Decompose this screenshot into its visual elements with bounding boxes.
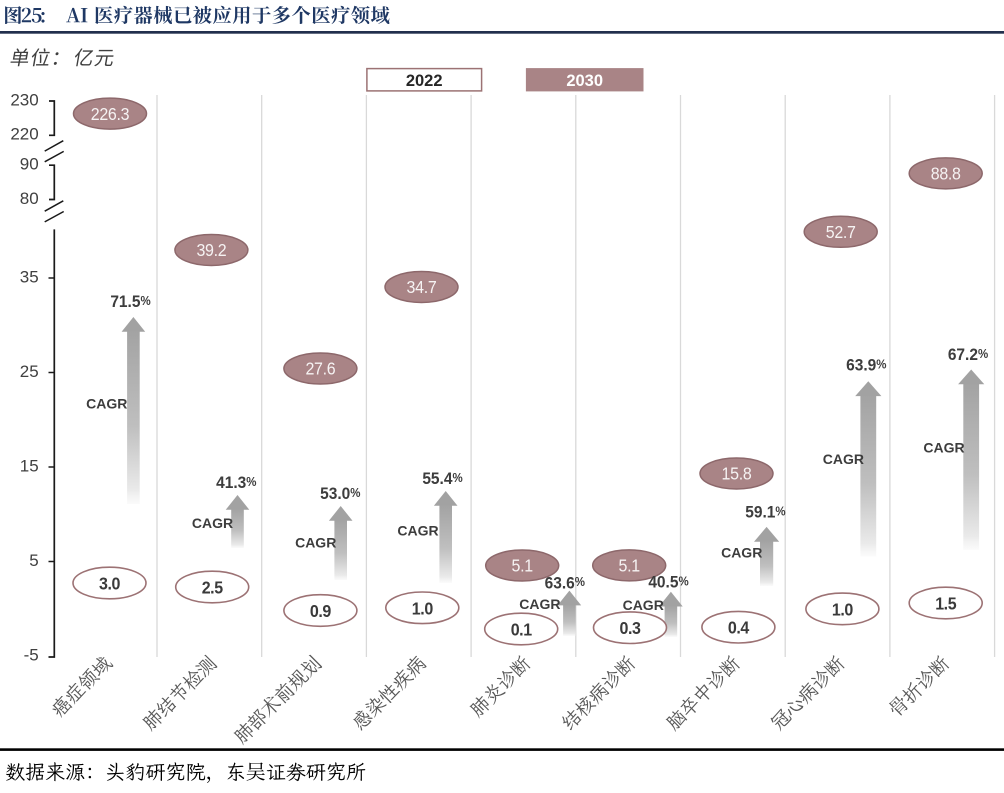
svg-text:2022: 2022 [406,72,443,90]
svg-text:67.2%: 67.2% [948,345,989,364]
svg-text:5.1: 5.1 [619,556,640,576]
svg-text:27.6: 27.6 [305,359,335,379]
svg-text:71.5%: 71.5% [110,292,151,311]
svg-text:34.7: 34.7 [407,278,437,298]
svg-text:CAGR: CAGR [397,523,438,539]
svg-text:-5: -5 [24,645,39,664]
svg-text:CAGR: CAGR [721,545,762,561]
svg-text:230: 230 [10,90,38,109]
svg-text:25: 25 [20,362,39,381]
svg-text:CAGR: CAGR [295,535,336,551]
svg-text:59.1%: 59.1% [745,503,786,522]
svg-text:1.0: 1.0 [412,598,433,618]
svg-text:41.3%: 41.3% [216,473,257,492]
svg-text:CAGR: CAGR [823,451,864,467]
svg-text:53.0%: 53.0% [320,484,361,503]
svg-text:80: 80 [20,189,39,208]
svg-text:CAGR: CAGR [86,396,127,412]
svg-text:63.6%: 63.6% [545,574,586,593]
svg-text:15.8: 15.8 [722,464,752,484]
svg-text:1.0: 1.0 [832,600,853,620]
svg-text:1.5: 1.5 [935,594,956,614]
svg-text:55.4%: 55.4% [422,469,463,488]
svg-text:CAGR: CAGR [923,440,964,456]
svg-text:2.5: 2.5 [202,578,223,598]
svg-text:0.4: 0.4 [728,618,750,638]
svg-text:88.8: 88.8 [931,164,961,184]
svg-text:15: 15 [20,456,39,475]
svg-text:CAGR: CAGR [623,597,664,613]
svg-text:5: 5 [29,551,38,570]
svg-text:0.9: 0.9 [310,601,331,621]
svg-text:220: 220 [10,125,38,144]
svg-text:35: 35 [20,267,39,286]
svg-text:226.3: 226.3 [91,104,129,124]
svg-text:90: 90 [20,155,39,174]
svg-text:40.5%: 40.5% [648,573,689,592]
svg-text:CAGR: CAGR [519,596,560,612]
svg-text:39.2: 39.2 [196,241,226,261]
svg-text:3.0: 3.0 [99,574,120,594]
svg-text:CAGR: CAGR [192,515,233,531]
svg-text:0.3: 0.3 [619,618,640,638]
svg-text:5.1: 5.1 [512,556,533,576]
svg-text:52.7: 52.7 [826,222,856,242]
svg-text:2030: 2030 [566,72,603,90]
svg-text:63.9%: 63.9% [846,356,887,375]
svg-text:0.1: 0.1 [511,620,532,640]
